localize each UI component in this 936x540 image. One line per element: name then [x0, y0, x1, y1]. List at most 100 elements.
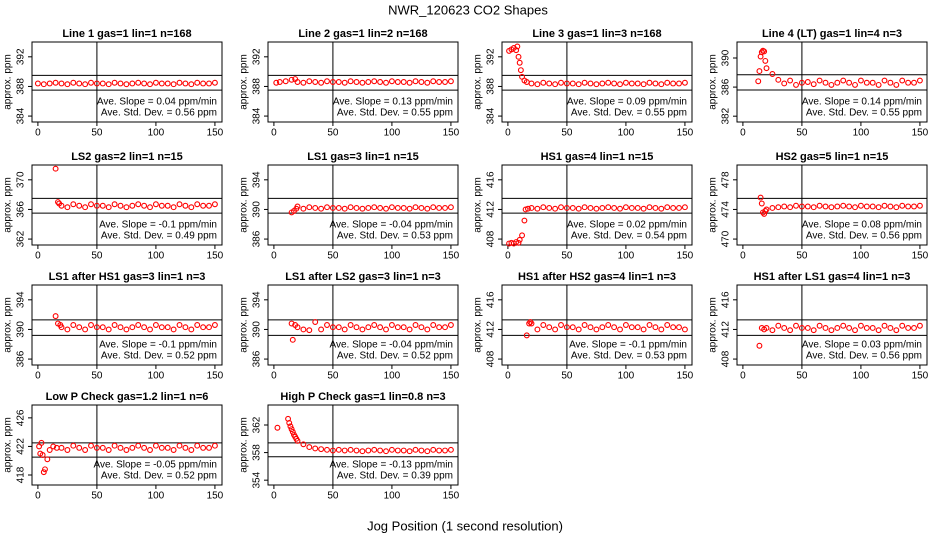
- data-point: [804, 79, 811, 85]
- x-tick-label: 150: [912, 371, 929, 382]
- data-point: [881, 322, 888, 329]
- y-tick-label: 412: [486, 201, 497, 218]
- panel-title: HS1 after LS1 gas=4 lin=1 n=3: [754, 271, 911, 283]
- data-point: [341, 79, 348, 86]
- data-point: [34, 80, 41, 87]
- annotation: Ave. Std. Dev. = 0.56 ppm: [806, 231, 922, 242]
- y-tick-label: 422: [16, 438, 27, 455]
- x-tick-label: 50: [327, 491, 339, 502]
- data-point: [383, 448, 389, 455]
- data-point: [371, 446, 378, 453]
- data-point: [611, 324, 618, 331]
- data-point: [857, 77, 864, 84]
- data-point: [646, 204, 653, 211]
- data-point: [188, 81, 195, 88]
- data-point: [617, 205, 623, 212]
- annotation: Ave. Std. Dev. = 0.49 ppm: [101, 231, 217, 242]
- data-point: [82, 326, 89, 333]
- data-point: [599, 80, 606, 87]
- annotation: Ave. Std. Dev. = 0.52 ppm: [101, 471, 217, 482]
- data-point: [899, 77, 906, 84]
- y-tick-label: 408: [486, 350, 497, 367]
- data-point: [52, 165, 59, 172]
- data-point: [82, 204, 89, 211]
- data-point: [38, 439, 45, 446]
- y-axis-title: approx. ppm: [239, 417, 250, 473]
- data-point: [563, 205, 570, 211]
- data-point: [44, 456, 51, 463]
- data-point: [447, 322, 454, 328]
- data-point: [276, 79, 283, 85]
- x-tick-label: 50: [796, 251, 808, 262]
- panel-title: LS1 gas=3 lin=1 n=15: [307, 151, 419, 163]
- data-point: [558, 204, 564, 211]
- data-point: [105, 204, 112, 211]
- data-point: [569, 80, 576, 87]
- data-point: [158, 444, 165, 451]
- data-point: [412, 322, 419, 328]
- x-tick-label: 50: [561, 128, 573, 139]
- data-point: [617, 81, 623, 88]
- data-point: [447, 204, 454, 211]
- data-point: [194, 322, 201, 328]
- data-point: [211, 322, 218, 328]
- y-tick-label: 390: [252, 201, 263, 218]
- y-axis-title: approx. ppm: [708, 297, 719, 353]
- y-tick-label: 370: [16, 171, 27, 188]
- data-point: [846, 203, 853, 210]
- y-axis-title: approx. ppm: [473, 177, 484, 233]
- data-point: [93, 80, 100, 87]
- data-point: [158, 80, 165, 87]
- data-point: [99, 324, 106, 331]
- data-point: [852, 204, 858, 211]
- data-point: [658, 205, 665, 212]
- data-point: [365, 205, 372, 211]
- data-point: [581, 79, 588, 86]
- data-point: [99, 80, 106, 87]
- data-point: [769, 327, 776, 334]
- data-point: [875, 327, 882, 334]
- data-point: [377, 447, 384, 454]
- data-point: [46, 447, 53, 453]
- y-tick-label: 408: [721, 350, 732, 367]
- data-point: [640, 205, 647, 212]
- y-tick-label: 412: [721, 321, 732, 338]
- data-point: [793, 202, 799, 209]
- data-point: [563, 80, 570, 87]
- annotation: Ave. Slope = 0.08 ppm/min: [802, 220, 922, 231]
- x-tick-label: 50: [796, 371, 808, 382]
- data-point: [176, 442, 183, 449]
- annotation: Ave. Slope = -0.05 ppm/min: [94, 460, 218, 471]
- data-point: [424, 326, 431, 333]
- y-tick-label: 408: [486, 230, 497, 247]
- y-tick-label: 416: [721, 291, 732, 308]
- x-tick-label: 100: [384, 251, 401, 262]
- data-point: [312, 445, 319, 452]
- data-point: [916, 322, 923, 329]
- data-point: [353, 324, 360, 331]
- data-point: [563, 324, 570, 331]
- data-point: [359, 205, 366, 212]
- data-point: [329, 324, 336, 331]
- data-point: [798, 203, 805, 210]
- y-tick-label: 384: [16, 107, 27, 124]
- data-point: [758, 200, 765, 207]
- data-point: [605, 204, 612, 211]
- annotation: Ave. Slope = -0.1 ppm/min: [569, 340, 687, 351]
- data-point: [599, 324, 606, 331]
- plot-frame: [501, 164, 693, 246]
- x-tick-label: 50: [796, 128, 808, 139]
- annotation: Ave. Slope = -0.13 ppm/min: [330, 460, 454, 471]
- data-point: [70, 442, 77, 449]
- data-point: [762, 57, 769, 64]
- y-axis-title: approx. ppm: [239, 54, 250, 110]
- data-point: [39, 452, 46, 458]
- data-point: [640, 81, 647, 88]
- plot-frame: [267, 41, 459, 123]
- data-point: [129, 80, 136, 87]
- data-point: [300, 205, 307, 212]
- x-tick-label: 50: [561, 251, 573, 262]
- y-tick-label: 384: [486, 107, 497, 124]
- panel-title: LS2 gas=2 lin=1 n=15: [71, 151, 183, 163]
- data-point: [335, 79, 342, 85]
